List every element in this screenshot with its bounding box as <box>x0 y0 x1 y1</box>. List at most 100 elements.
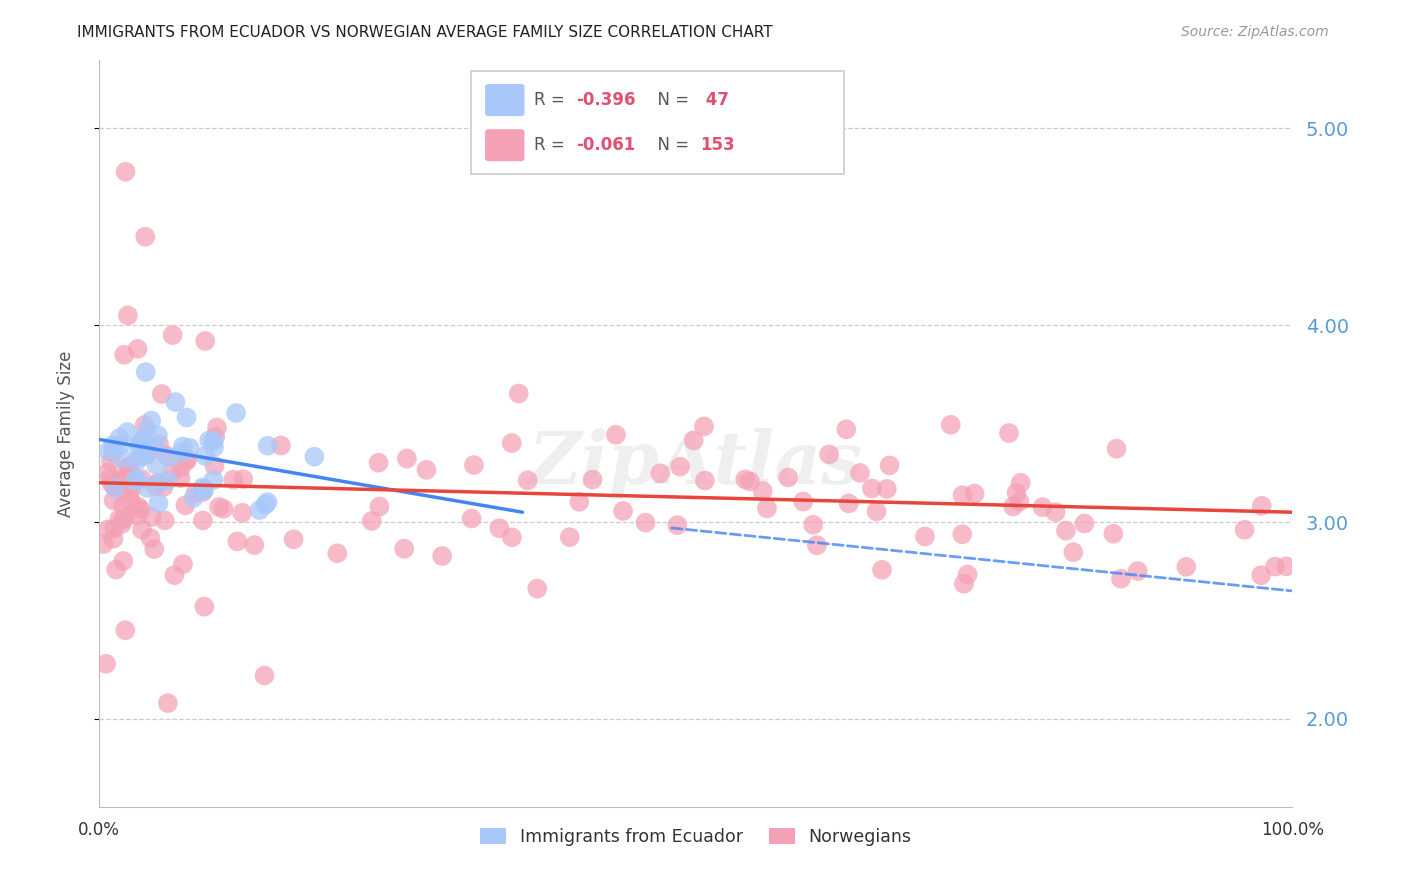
Point <box>304 450 326 464</box>
Point <box>156 474 179 488</box>
Point <box>751 483 773 498</box>
Point <box>108 431 131 445</box>
Text: 47: 47 <box>700 91 730 109</box>
Point <box>1054 524 1077 538</box>
Point <box>202 473 225 487</box>
Point <box>952 488 974 502</box>
Point <box>114 624 136 638</box>
Point <box>1045 505 1067 519</box>
Point <box>179 441 201 455</box>
Point <box>183 491 205 505</box>
Point <box>1126 564 1149 578</box>
Point <box>103 493 125 508</box>
Point <box>104 481 127 495</box>
Point <box>835 422 858 436</box>
Point <box>191 513 214 527</box>
Point <box>650 467 672 481</box>
Point <box>1031 500 1053 515</box>
Point <box>392 541 415 556</box>
Point <box>222 473 245 487</box>
Point <box>132 433 155 447</box>
Point <box>792 494 814 508</box>
Point <box>194 334 217 348</box>
Point <box>1233 523 1256 537</box>
Point <box>191 485 214 500</box>
Point <box>666 518 689 533</box>
Point <box>143 542 166 557</box>
Point <box>256 495 278 509</box>
Point <box>368 500 391 514</box>
Point <box>605 427 627 442</box>
Point <box>326 546 349 560</box>
Point <box>94 657 117 671</box>
Point <box>118 463 141 477</box>
Point <box>163 568 186 582</box>
Point <box>114 509 136 524</box>
Point <box>738 475 761 489</box>
Point <box>225 406 247 420</box>
Point <box>108 438 131 452</box>
Point <box>128 441 150 455</box>
Point <box>108 472 131 486</box>
Point <box>118 459 141 474</box>
Point <box>170 445 193 459</box>
Point <box>105 475 128 489</box>
Point <box>134 417 156 432</box>
Point <box>1275 559 1298 574</box>
Point <box>120 483 142 498</box>
Point <box>172 557 194 571</box>
Point <box>135 365 157 379</box>
Point <box>103 532 125 546</box>
Point <box>124 474 146 488</box>
Point <box>117 460 139 475</box>
Point <box>112 512 135 526</box>
Point <box>253 668 276 682</box>
Point <box>121 479 143 493</box>
Point <box>1250 568 1272 582</box>
Point <box>1002 500 1025 514</box>
Point <box>956 567 979 582</box>
Point <box>256 439 278 453</box>
Point <box>963 486 986 500</box>
Point <box>1109 572 1132 586</box>
Point <box>110 517 132 532</box>
Point <box>693 419 716 434</box>
Text: R =: R = <box>534 91 571 109</box>
Point <box>950 527 973 541</box>
Point <box>132 436 155 450</box>
Point <box>112 498 135 512</box>
Point <box>204 430 226 444</box>
Point <box>143 479 166 493</box>
Point <box>194 449 217 463</box>
Point <box>148 437 170 451</box>
Point <box>100 476 122 491</box>
Point <box>755 501 778 516</box>
Point <box>204 458 226 473</box>
Point <box>849 466 872 480</box>
Point <box>205 420 228 434</box>
Point <box>879 458 901 473</box>
Point <box>226 534 249 549</box>
Point <box>202 434 225 448</box>
Point <box>395 451 418 466</box>
Legend: Immigrants from Ecuador, Norwegians: Immigrants from Ecuador, Norwegians <box>471 820 920 855</box>
Point <box>176 452 198 467</box>
Point <box>97 522 120 536</box>
Point <box>131 448 153 462</box>
Point <box>270 438 292 452</box>
Point <box>1250 499 1272 513</box>
Point <box>488 521 510 535</box>
Point <box>141 414 163 428</box>
Point <box>129 502 152 516</box>
Point <box>136 448 159 462</box>
Point <box>778 470 800 484</box>
Point <box>148 476 170 491</box>
Point <box>170 460 193 475</box>
Text: Source: ZipAtlas.com: Source: ZipAtlas.com <box>1181 25 1329 39</box>
Point <box>114 165 136 179</box>
Point <box>243 538 266 552</box>
Point <box>157 450 180 464</box>
Point <box>283 533 305 547</box>
Text: 153: 153 <box>700 136 735 154</box>
Point <box>360 514 382 528</box>
